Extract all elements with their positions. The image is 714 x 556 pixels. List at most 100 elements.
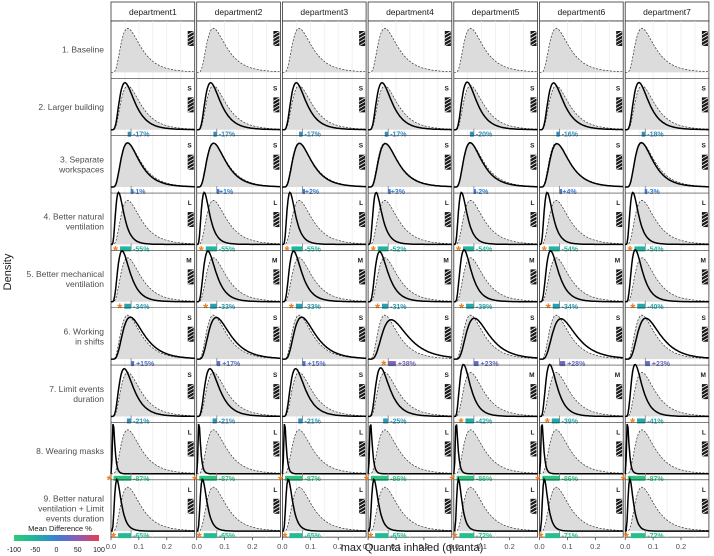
- mean-difference-label: +23%: [652, 361, 671, 368]
- scenario-density-line: [111, 316, 195, 360]
- mean-difference-bar: [375, 533, 389, 539]
- mean-difference-bar: [216, 189, 220, 195]
- mean-difference-bar: [641, 131, 646, 137]
- scenario-density-line: [111, 191, 195, 246]
- hatch-stripe: [615, 97, 623, 102]
- hatch-marker: [273, 212, 280, 228]
- hatch-stripe: [701, 273, 709, 278]
- row-label-line: 6. Working: [64, 326, 105, 336]
- hatch-stripe: [615, 158, 623, 163]
- hatch-stripe: [273, 452, 280, 457]
- baseline-density-fill: [625, 143, 709, 188]
- hatch-block: [616, 212, 623, 228]
- size-category-label: L: [188, 487, 192, 494]
- hatch-block: [701, 326, 708, 342]
- hatch-marker: [444, 441, 452, 457]
- hatch-stripe: [444, 162, 452, 167]
- baseline-density-line: [282, 486, 367, 532]
- row-label-text: 9. Better natural ventilation + Limit even…: [38, 493, 105, 523]
- facet-title-3: department3: [300, 7, 348, 17]
- hatch-stripe: [273, 391, 280, 396]
- baseline-density-line: [453, 85, 538, 131]
- size-category-label: S: [359, 315, 364, 322]
- size-category-label: S: [187, 372, 192, 379]
- hatch-marker: [273, 31, 280, 47]
- hatch-stripe: [530, 41, 537, 47]
- hatch-stripe: [530, 452, 537, 457]
- mean-difference-label: +28%: [567, 361, 586, 368]
- hatch-stripe: [358, 326, 366, 332]
- hatch-stripe: [358, 276, 366, 281]
- hatch-stripe: [187, 448, 194, 453]
- size-category-label: S: [444, 143, 449, 150]
- baseline-density-line: [539, 429, 624, 475]
- scenario-density-line: [196, 367, 281, 418]
- hatch-stripe: [701, 384, 709, 389]
- significance-asterisk: *: [538, 530, 544, 545]
- mean-difference-label: +15%: [308, 361, 327, 368]
- x-tick-label: 0.2: [676, 542, 686, 551]
- x-tick-label: 0.0: [191, 542, 201, 551]
- mean-difference-bar: [637, 418, 646, 424]
- hatch-stripe: [273, 395, 280, 400]
- baseline-density-line: [282, 85, 367, 131]
- hatch-stripe: [187, 165, 194, 170]
- hatch-block: [273, 326, 280, 342]
- row-label-2: 2. Larger building: [38, 102, 104, 112]
- facet-title-4: department4: [386, 7, 434, 17]
- size-category-label: M: [272, 257, 277, 264]
- row-label-line: in shifts: [75, 336, 104, 346]
- baseline-density-line: [539, 27, 624, 73]
- hatch-stripe: [701, 452, 709, 457]
- hatch-block: [530, 326, 537, 342]
- scenario-density-line: [625, 363, 709, 418]
- mean-difference-bar: [302, 189, 305, 195]
- significance-asterisk: *: [368, 530, 374, 545]
- mean-difference-label: -39%: [562, 418, 579, 425]
- significance-asterisk: *: [535, 472, 541, 487]
- mean-difference-label: -31%: [390, 304, 407, 311]
- hatch-stripe: [615, 31, 623, 36]
- hatch-stripe: [187, 276, 194, 281]
- hatch-stripe: [615, 330, 623, 335]
- row-label-line: 1. Baseline: [62, 45, 104, 55]
- hatch-stripe: [358, 108, 366, 113]
- size-category-label: L: [445, 200, 449, 207]
- hatch-stripe: [273, 334, 280, 339]
- scenario-density-line: [282, 81, 367, 131]
- hatch-stripe: [530, 337, 537, 342]
- baseline-density-line: [111, 486, 195, 532]
- mean-difference-label: -54%: [476, 246, 493, 253]
- hatch-stripe: [615, 445, 623, 450]
- size-category-label: S: [359, 143, 364, 150]
- hatch-stripe: [530, 387, 537, 393]
- hatch-block: [273, 269, 280, 285]
- mean-difference-bar: [285, 475, 303, 481]
- mean-difference-label: +1%: [219, 189, 234, 196]
- mean-difference-bar: [644, 189, 648, 195]
- baseline-density-line: [539, 314, 624, 360]
- hatch-marker: [273, 384, 280, 400]
- baseline-density-fill: [111, 487, 195, 532]
- baseline-density-fill: [111, 200, 195, 245]
- hatch-stripe: [615, 223, 623, 228]
- scenario-density-line: [368, 367, 452, 418]
- hatch-stripe: [530, 154, 537, 160]
- hatch-stripe: [530, 108, 537, 113]
- hatch-stripe: [701, 391, 709, 396]
- hatch-block: [273, 97, 280, 113]
- hatch-stripe: [187, 38, 194, 43]
- baseline-density-line: [110, 257, 195, 303]
- hatch-stripe: [444, 276, 452, 281]
- hatch-stripe: [530, 276, 537, 281]
- size-category-label: S: [444, 85, 449, 92]
- baseline-density-line: [453, 486, 538, 532]
- hatch-stripe: [615, 387, 623, 393]
- size-category-label: S: [702, 85, 707, 92]
- scenario-density-line: [110, 142, 195, 188]
- hatch-stripe: [273, 337, 280, 342]
- size-category-label: L: [702, 487, 706, 494]
- mean-difference-bar: [630, 533, 646, 539]
- row-label-line: 7. Limit events: [49, 384, 104, 394]
- baseline-density-line: [111, 85, 195, 131]
